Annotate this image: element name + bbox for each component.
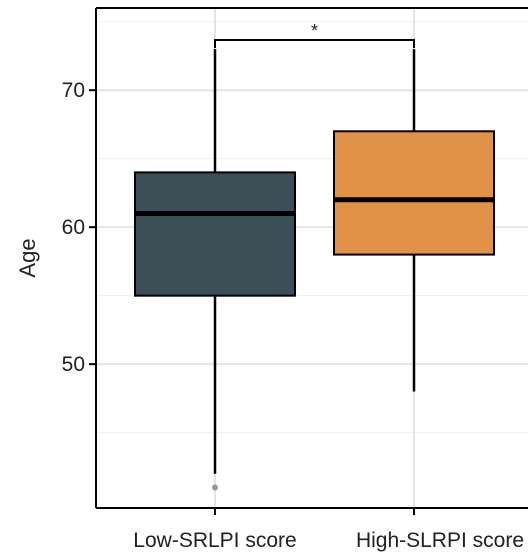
- box: [134, 171, 296, 297]
- x-tick-label: Low-SRLPI score: [133, 529, 296, 552]
- boxes: [134, 49, 495, 491]
- outlier-point: [212, 484, 218, 491]
- significance-bracket: *: [214, 21, 415, 48]
- significance-label: *: [311, 21, 318, 41]
- bracket-line: [214, 39, 415, 48]
- y-tick-label: 60: [62, 216, 85, 239]
- x-tick-label: High-SLRPI score: [356, 529, 524, 552]
- box: [333, 130, 495, 256]
- y-tick-label: 70: [62, 79, 85, 102]
- y-axis-title: Age: [15, 238, 40, 277]
- axes: 50 60 70 Low-SRLPI score High-SLRPI score: [62, 7, 528, 552]
- y-tick-label: 50: [62, 353, 85, 376]
